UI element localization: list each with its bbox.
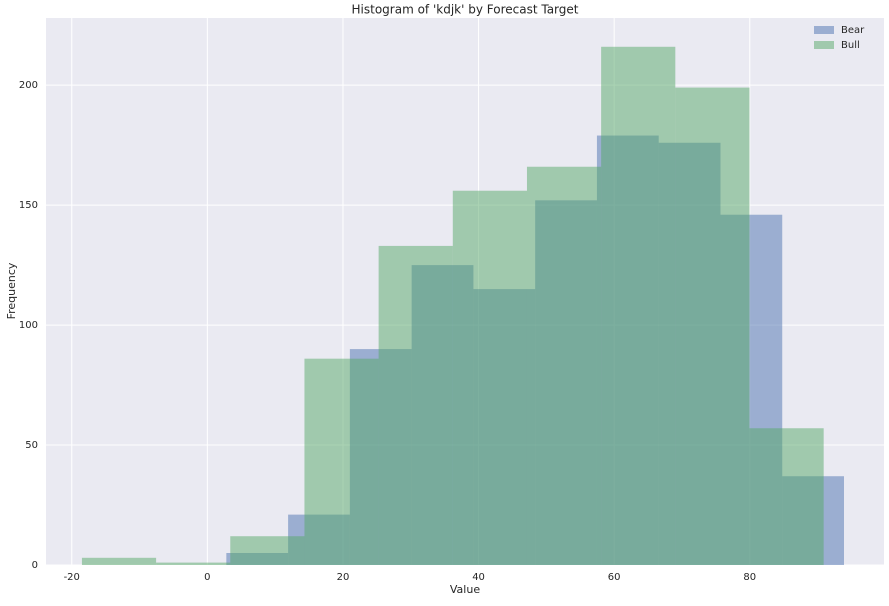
bar (526, 166, 602, 566)
legend-swatch (814, 41, 834, 49)
bar (230, 536, 305, 565)
bar (601, 46, 676, 565)
x-tick-label: 40 (472, 572, 485, 583)
bar (749, 428, 824, 565)
legend-swatch (814, 26, 834, 34)
x-axis-label: Value (450, 583, 480, 596)
bar (81, 557, 157, 565)
bar (156, 562, 231, 565)
x-tick-label: -20 (64, 572, 80, 583)
y-tick-label: 150 (19, 200, 38, 211)
chart-title: Histogram of 'kdjk' by Forecast Target (352, 3, 579, 17)
x-tick-label: 60 (608, 572, 621, 583)
y-tick-label: 0 (32, 560, 38, 571)
legend-label: Bear (841, 25, 865, 36)
x-tick-label: 80 (743, 572, 756, 583)
y-tick-label: 100 (19, 320, 38, 331)
x-tick-label: 0 (204, 572, 210, 583)
bar (304, 358, 379, 565)
y-tick-label: 50 (25, 440, 38, 451)
bar (378, 245, 453, 565)
y-axis-label: Frequency (5, 262, 18, 319)
legend-label: Bull (841, 40, 860, 51)
x-tick-label: 20 (337, 572, 350, 583)
y-tick-label: 200 (19, 80, 38, 91)
bar (452, 190, 527, 565)
bar (675, 87, 750, 566)
